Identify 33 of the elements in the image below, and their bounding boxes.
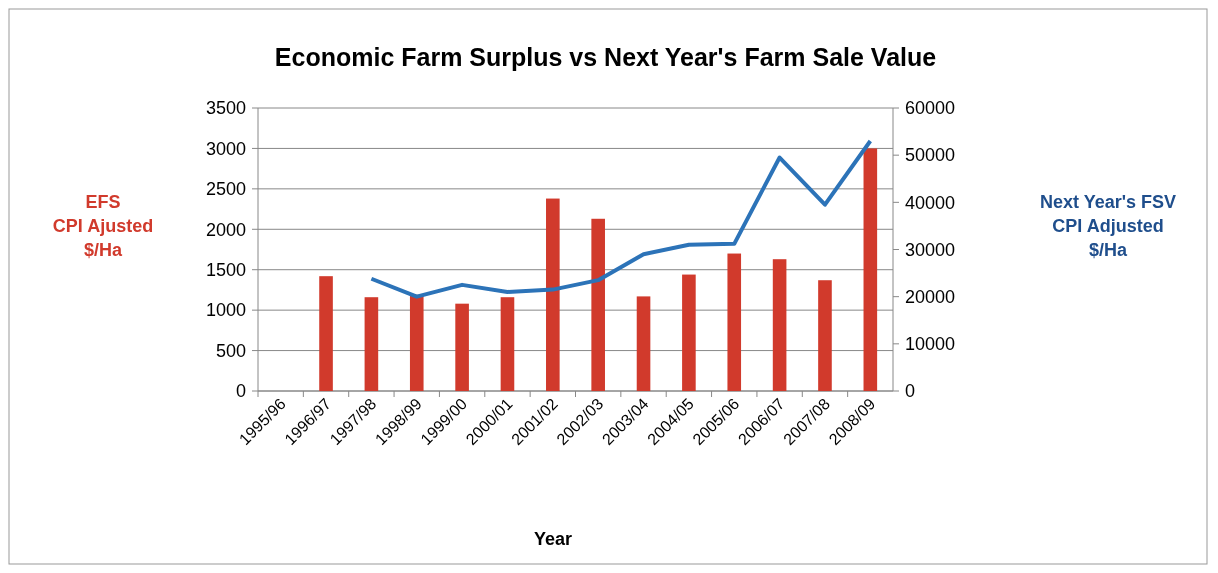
y-axis-title: EFS CPI Ajusted $/Ha <box>52 192 154 260</box>
bar <box>500 297 515 391</box>
line-series <box>369 139 873 299</box>
y2-tick-label: 60000 <box>905 98 956 119</box>
y2-tick-label: 30000 <box>905 239 956 260</box>
x-axis-title: Year <box>533 529 573 549</box>
y2-tick-label: 50000 <box>905 145 956 166</box>
chart-title: Economic Farm Surplus vs Next Year's Farm Sale Value <box>274 43 937 71</box>
bar <box>818 280 832 391</box>
bar <box>319 276 333 391</box>
y-tick-label: 2000 <box>205 219 246 240</box>
y2-tick-label: 10000 <box>905 334 956 355</box>
bar <box>409 294 424 391</box>
y-tick-label: 3000 <box>205 138 246 159</box>
bar <box>682 274 696 391</box>
y-tick-label: 1500 <box>205 260 246 281</box>
bar <box>591 218 605 391</box>
bar <box>546 198 560 391</box>
y-tick-label: 500 <box>215 340 246 361</box>
y-tick-label: 2500 <box>205 179 246 200</box>
y2-tick-label: 0 <box>905 381 916 402</box>
bar <box>455 303 469 391</box>
bar <box>727 253 742 391</box>
bar <box>863 148 878 391</box>
bar <box>772 259 787 391</box>
y2-tick-label: 20000 <box>905 286 956 307</box>
bar <box>636 296 651 391</box>
y-tick-label: 3500 <box>205 98 246 119</box>
y-tick-label: 1000 <box>205 300 246 321</box>
y2-axis-title: Next Year's FSV CPI Adjusted $/Ha <box>1039 192 1177 260</box>
y-tick-label: 0 <box>235 381 246 402</box>
bar <box>364 297 379 391</box>
y2-tick-label: 40000 <box>905 192 956 213</box>
